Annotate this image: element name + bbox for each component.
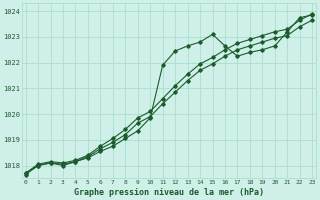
X-axis label: Graphe pression niveau de la mer (hPa): Graphe pression niveau de la mer (hPa): [74, 188, 264, 197]
